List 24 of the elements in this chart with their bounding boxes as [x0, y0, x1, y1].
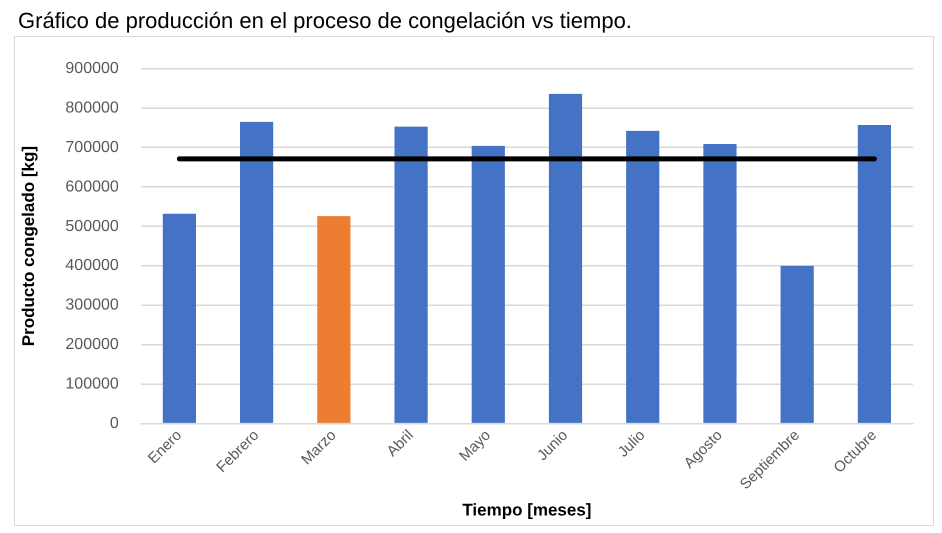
y-tick-label: 300000	[65, 296, 119, 314]
bar	[240, 122, 274, 423]
bar	[162, 214, 196, 423]
bar	[703, 144, 737, 423]
y-tick-label: 600000	[65, 178, 119, 196]
chart-title: Gráfico de producción en el proceso de congelación vs tiempo.	[18, 8, 633, 34]
y-tick-label: 900000	[65, 60, 119, 78]
y-axis-title: Producto congelado [kg]	[18, 146, 38, 346]
bar	[472, 146, 505, 423]
y-tick-label: 400000	[65, 257, 119, 274]
x-axis-title: Tiempo [meses]	[462, 500, 592, 520]
bar	[394, 126, 428, 423]
bar	[548, 94, 582, 423]
y-tick-label: 800000	[65, 99, 119, 116]
bar	[780, 266, 814, 423]
bar	[317, 216, 350, 423]
y-tick-label: 0	[110, 415, 119, 432]
bar	[858, 125, 891, 423]
y-tick-label: 200000	[65, 336, 119, 354]
y-tick-label: 700000	[65, 138, 119, 156]
x-tick-label: Julio	[614, 426, 648, 461]
bar	[626, 130, 660, 423]
y-tick-label: 100000	[65, 376, 119, 393]
y-tick-label: 500000	[65, 218, 119, 235]
